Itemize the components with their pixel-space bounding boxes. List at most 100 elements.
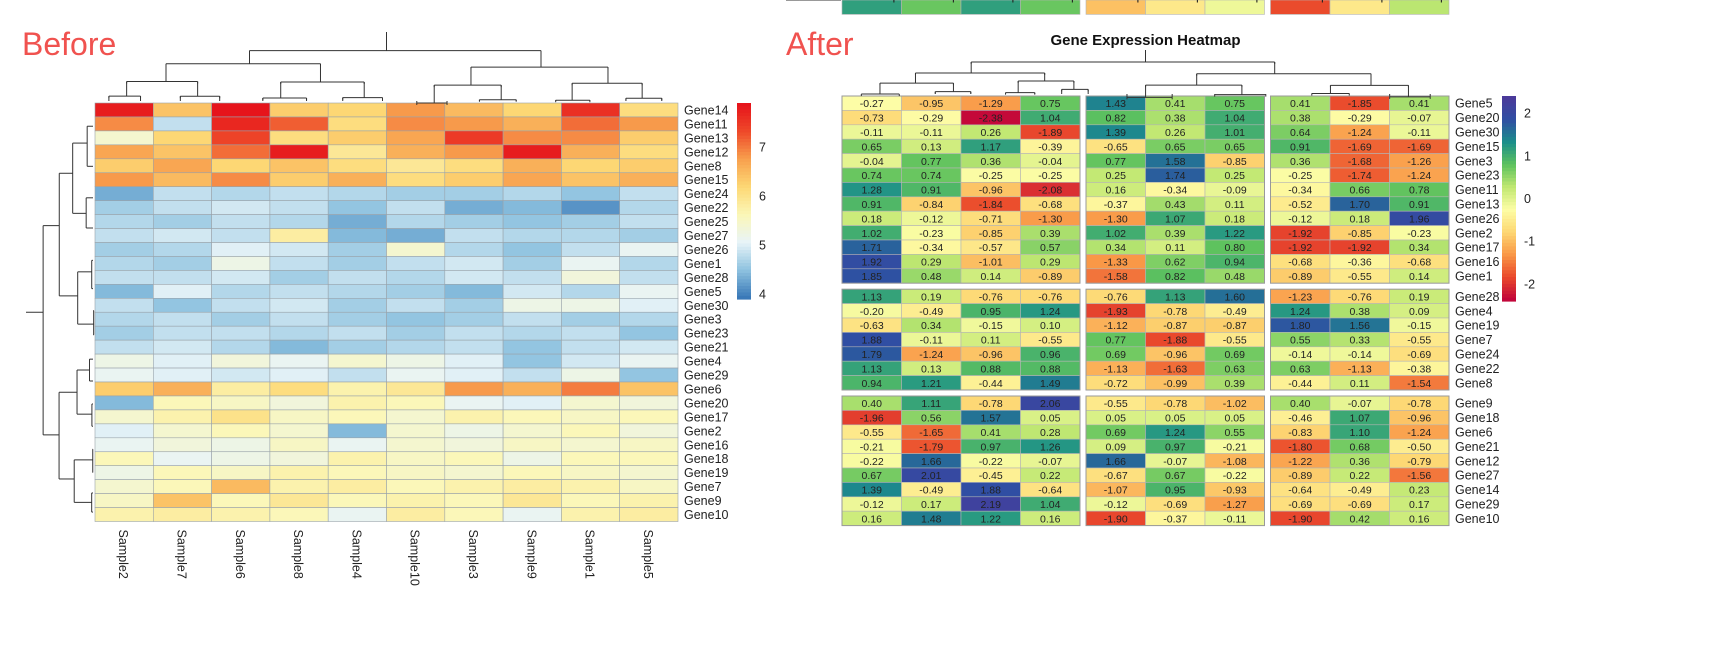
legend-color-step bbox=[737, 236, 751, 241]
cell-value-label: -0.11 bbox=[1408, 127, 1431, 139]
column-label: Sample2 bbox=[986, 0, 1035, 3]
legend-color-step bbox=[737, 155, 751, 160]
heatmap-cell bbox=[327, 256, 387, 271]
legend-color-step bbox=[737, 285, 751, 290]
cell-value-label: 1.07 bbox=[1350, 413, 1371, 425]
heatmap-block-border bbox=[1085, 95, 1265, 284]
heatmap-cell bbox=[386, 353, 446, 369]
heatmap-cell bbox=[561, 311, 621, 327]
heatmap-cell bbox=[327, 339, 387, 355]
legend-color-step bbox=[737, 165, 751, 169]
heatmap-block-border bbox=[1085, 395, 1265, 527]
cell-value-label: 0.38 bbox=[1165, 113, 1186, 125]
row-label: Gene2 bbox=[684, 424, 722, 438]
cell-value-label: -0.04 bbox=[1038, 156, 1062, 168]
cell-value-label: -1.85 bbox=[1348, 98, 1372, 110]
cell-value-label: -0.25 bbox=[1288, 170, 1312, 182]
heatmap-cell bbox=[444, 200, 504, 215]
heatmap-cell bbox=[561, 353, 621, 369]
cell-value-label: -0.46 bbox=[1288, 413, 1312, 425]
cell-value-label: -0.55 bbox=[1104, 398, 1128, 410]
legend-color-step bbox=[737, 174, 751, 179]
heatmap-cell bbox=[444, 214, 504, 229]
heatmap-cell bbox=[502, 381, 562, 397]
heatmap-cell bbox=[444, 479, 504, 494]
heatmap-cell bbox=[153, 297, 212, 313]
heatmap-cell bbox=[94, 451, 154, 466]
heatmap-cell bbox=[94, 242, 154, 257]
cell-value-label: 1.39 bbox=[1106, 127, 1127, 139]
heatmap-cell bbox=[94, 409, 154, 425]
heatmap-cell bbox=[444, 465, 504, 480]
legend-color-step bbox=[737, 246, 751, 251]
cell-value-label: -0.29 bbox=[1348, 113, 1372, 125]
heatmap-cell bbox=[269, 172, 329, 187]
heatmap-cell bbox=[153, 465, 212, 480]
legend-color-step bbox=[737, 223, 751, 228]
row-label: Gene1 bbox=[1455, 270, 1493, 284]
legend-color-step bbox=[1502, 212, 1516, 217]
cell-value-label: 1.39 bbox=[862, 485, 883, 497]
heatmap-cell bbox=[269, 144, 329, 160]
legend-tick-label: 6 bbox=[759, 190, 766, 204]
legend-color-step bbox=[1502, 287, 1516, 292]
row-label: Gene26 bbox=[684, 243, 729, 257]
cell-value-label: -0.50 bbox=[1407, 441, 1431, 453]
cell-value-label: -0.57 bbox=[979, 242, 1003, 254]
cell-value-label: -0.64 bbox=[1288, 485, 1312, 497]
cell-value-label: 0.77 bbox=[1106, 156, 1127, 168]
cell-value-label: -0.55 bbox=[1407, 335, 1431, 347]
cell-value-label: 1.43 bbox=[1106, 98, 1127, 110]
heatmap-cell bbox=[619, 116, 679, 132]
cell-value-label: 0.65 bbox=[862, 141, 883, 153]
cell-value-label: -0.87 bbox=[1223, 320, 1247, 332]
column-label: Sample1C bbox=[1414, 0, 1472, 3]
cell-value-label: -1.92 bbox=[1348, 242, 1372, 254]
cell-value-label: -0.69 bbox=[1288, 499, 1312, 511]
cell-value-label: -1.88 bbox=[1163, 335, 1187, 347]
cell-value-label: -0.07 bbox=[1038, 456, 1062, 468]
cell-value-label: -0.11 bbox=[920, 335, 943, 347]
heatmap-cell bbox=[211, 214, 271, 229]
heatmap-cell bbox=[269, 270, 329, 285]
cell-value-label: 0.36 bbox=[981, 156, 1002, 168]
legend-color-step bbox=[737, 178, 751, 182]
cell-value-label: 1.85 bbox=[862, 271, 883, 283]
heatmap-cell bbox=[269, 102, 329, 118]
legend-color-step bbox=[1502, 236, 1516, 241]
cell-value-label: 1.74 bbox=[1165, 170, 1186, 182]
heatmap-cell bbox=[269, 200, 329, 215]
heatmap-cell bbox=[153, 242, 212, 257]
legend-color-step bbox=[737, 201, 751, 205]
legend-color-step bbox=[1502, 256, 1516, 261]
legend-color-step bbox=[737, 217, 751, 222]
cell-value-label: 0.34 bbox=[1409, 242, 1430, 254]
row-label: Gene6 bbox=[1455, 426, 1493, 440]
heatmap-cell bbox=[386, 158, 446, 174]
heatmap-cell bbox=[1389, 0, 1450, 15]
heatmap-cell bbox=[153, 437, 212, 453]
heatmap-cell bbox=[211, 228, 271, 243]
heatmap-cell bbox=[386, 479, 446, 494]
cell-value-label: 1.66 bbox=[1106, 456, 1127, 468]
heatmap-cell bbox=[561, 339, 621, 355]
cell-value-label: 0.18 bbox=[862, 213, 883, 225]
heatmap-cell bbox=[94, 214, 154, 229]
cell-value-label: 1.26 bbox=[1040, 441, 1061, 453]
legend-color-step bbox=[737, 125, 751, 130]
legend-color-step bbox=[737, 132, 751, 137]
heatmap-cell bbox=[269, 297, 329, 313]
legend-color-step bbox=[1502, 277, 1516, 282]
heatmap-cell bbox=[502, 214, 562, 229]
heatmap-cell bbox=[153, 200, 212, 215]
heatmap-cell bbox=[386, 465, 446, 480]
heatmap-cell bbox=[269, 367, 329, 383]
cell-value-label: -0.69 bbox=[1163, 499, 1187, 511]
cell-value-label: 0.64 bbox=[1290, 127, 1311, 139]
heatmap-cell bbox=[1020, 0, 1081, 15]
heatmap-cell bbox=[153, 353, 212, 369]
cell-value-label: -0.12 bbox=[1288, 213, 1312, 225]
cell-value-label: -0.96 bbox=[1163, 349, 1187, 361]
cell-value-label: -0.49 bbox=[1348, 485, 1372, 497]
legend-color-step bbox=[737, 230, 751, 235]
